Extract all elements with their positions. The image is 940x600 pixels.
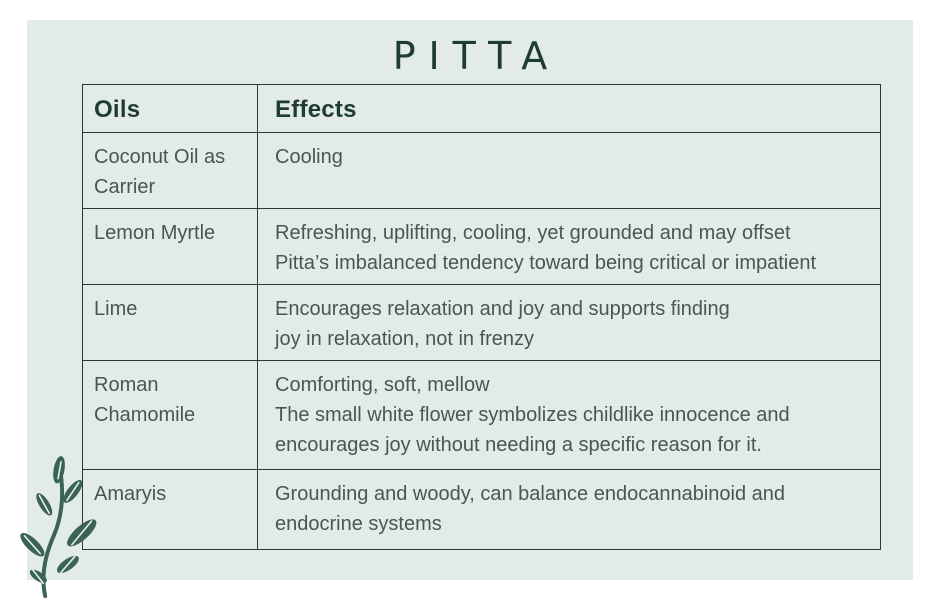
oil-name-cell: Lime [82,284,258,361]
oil-name-cell: Lemon Myrtle [82,208,258,285]
page-title: PITTA [392,34,561,78]
table-row: Coconut Oil as Carrier Cooling [82,132,881,209]
effect-cell: Encourages relaxation and joy and suppor… [257,284,881,361]
effect-cell: Comforting, soft, mellow The small white… [257,360,881,470]
oil-name-cell: Coconut Oil as Carrier [82,132,258,209]
oils-effects-table: Oils Effects Coconut Oil as Carrier Cool… [82,84,881,550]
table-row: Roman Chamomile Comforting, soft, mellow… [82,360,881,470]
card-panel: PITTA Oils Effects Coconut Oil as Carrie… [27,20,913,580]
header-row: Oils Effects [82,84,881,133]
oil-name-cell: Amaryis [82,469,258,550]
oil-name-cell: Roman Chamomile [82,360,258,470]
effect-cell: Cooling [257,132,881,209]
column-header-oils: Oils [82,84,258,133]
branch-leaves-icon [20,456,97,598]
column-header-effects: Effects [257,84,881,133]
table-row: Lemon Myrtle Refreshing, uplifting, cool… [82,208,881,285]
effect-cell: Grounding and woody, can balance endocan… [257,469,881,550]
effect-cell: Refreshing, uplifting, cooling, yet grou… [257,208,881,285]
table-row: Amaryis Grounding and woody, can balance… [82,469,881,550]
table-row: Lime Encourages relaxation and joy and s… [82,284,881,361]
